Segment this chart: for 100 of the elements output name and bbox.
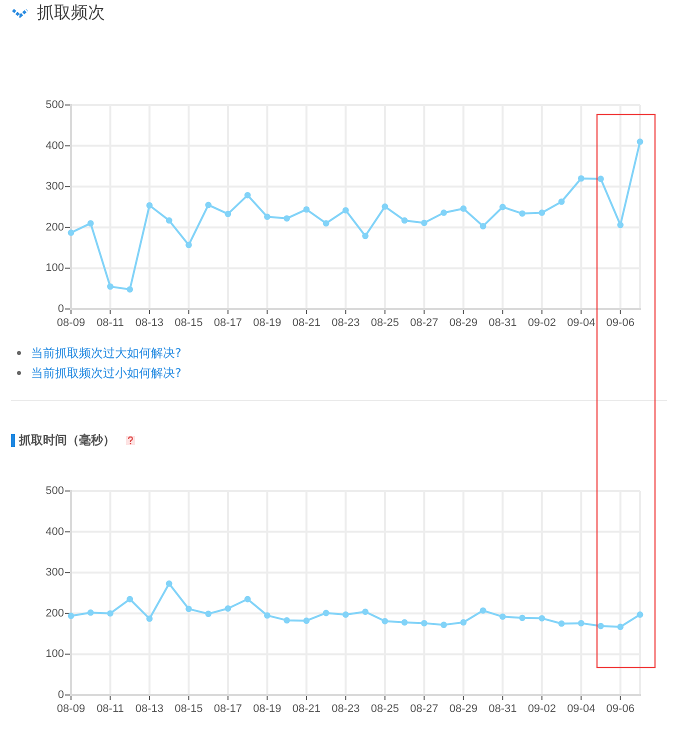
x-tick-label: 08-29 [449,703,478,715]
point [224,605,232,612]
point [420,220,428,226]
x-tick-label: 08-29 [449,317,478,329]
chart-title: 抓取频次 [37,2,105,24]
x-tick-label: 08-13 [135,703,164,715]
point [382,203,388,210]
x-tick-label: 08-13 [135,317,164,329]
x-tick-label: 08-11 [96,703,124,715]
point [519,614,526,622]
x-tick-label: 08-19 [253,317,282,329]
point [205,202,212,208]
x-tick-label: 08-09 [56,703,86,715]
x-tick-label: 08-31 [488,703,517,715]
point [186,606,192,612]
x-tick-label: 09-02 [528,703,556,715]
y-tick-label: 200 [46,221,64,234]
point [126,596,134,602]
point [224,210,232,218]
x-tick-label: 08-21 [292,317,321,329]
point [362,608,369,615]
point [322,610,330,616]
point [636,138,644,145]
x-tick-label: 08-19 [253,703,282,715]
point [460,205,467,212]
point [401,217,408,224]
x-tick-label: 08-15 [174,317,203,329]
point [420,620,428,626]
point [264,612,270,619]
point [303,206,310,213]
point [480,222,486,230]
point [166,580,172,587]
point [362,232,369,240]
point [146,202,153,209]
point [126,286,134,293]
x-tick-label: 08-27 [410,317,438,329]
point [558,620,565,627]
point [401,619,408,626]
point [87,220,94,227]
x-tick-label: 09-04 [567,317,596,329]
y-tick-label: 200 [46,607,64,620]
point [440,622,447,628]
x-tick-label: 08-17 [214,317,242,329]
point [166,217,172,224]
point [186,242,192,248]
point [578,620,584,626]
x-tick-label: 08-23 [332,317,360,329]
y-tick-label: 400 [46,526,64,538]
point [284,215,290,222]
chart-title: 抓取时间（毫秒） [19,432,115,448]
point [342,611,349,618]
point [107,283,114,290]
point [146,616,153,622]
point [244,596,251,602]
x-tick-label: 08-25 [370,317,399,329]
point [499,613,506,620]
x-tick-label: 08-31 [488,317,517,329]
x-tick-label: 08-21 [292,703,321,715]
x-tick-label: 08-17 [214,703,242,715]
point [68,230,74,236]
x-tick-label: 09-02 [528,317,556,329]
point [244,192,251,198]
point [519,210,526,217]
point [617,624,624,630]
point [322,220,330,227]
point [68,612,74,620]
point [342,207,349,214]
y-tick-label: 100 [46,648,64,660]
x-tick-label: 08-11 [96,317,124,329]
x-tick-label: 09-06 [606,703,634,715]
point [538,210,546,216]
point [617,222,624,228]
x-tick-label: 08-09 [56,317,86,329]
y-tick-label: 300 [46,566,64,579]
x-tick-label: 08-23 [332,703,360,715]
y-tick-label: 0 [58,689,64,701]
point [440,210,447,216]
point [303,618,310,624]
point [107,610,114,617]
point [558,198,565,205]
text: 当前抓取频次过小如何解决? [31,366,182,380]
y-tick-label: 0 [58,303,64,315]
y-tick-label: 100 [46,262,64,274]
x-tick-label: 09-04 [567,703,596,715]
point [598,622,604,630]
point [205,610,212,618]
point [87,609,94,616]
y-tick-label: 400 [46,140,64,152]
x-tick-label: 08-25 [370,703,399,715]
point [264,214,270,220]
point [598,176,604,182]
point [284,617,290,624]
point [480,607,486,614]
x-tick-label: 08-27 [410,703,438,715]
y-tick-label: 500 [46,485,64,497]
point [578,175,584,182]
point [460,619,467,626]
y-tick-label: 500 [46,99,64,111]
point [499,204,506,210]
x-tick-label: 08-15 [174,703,203,715]
